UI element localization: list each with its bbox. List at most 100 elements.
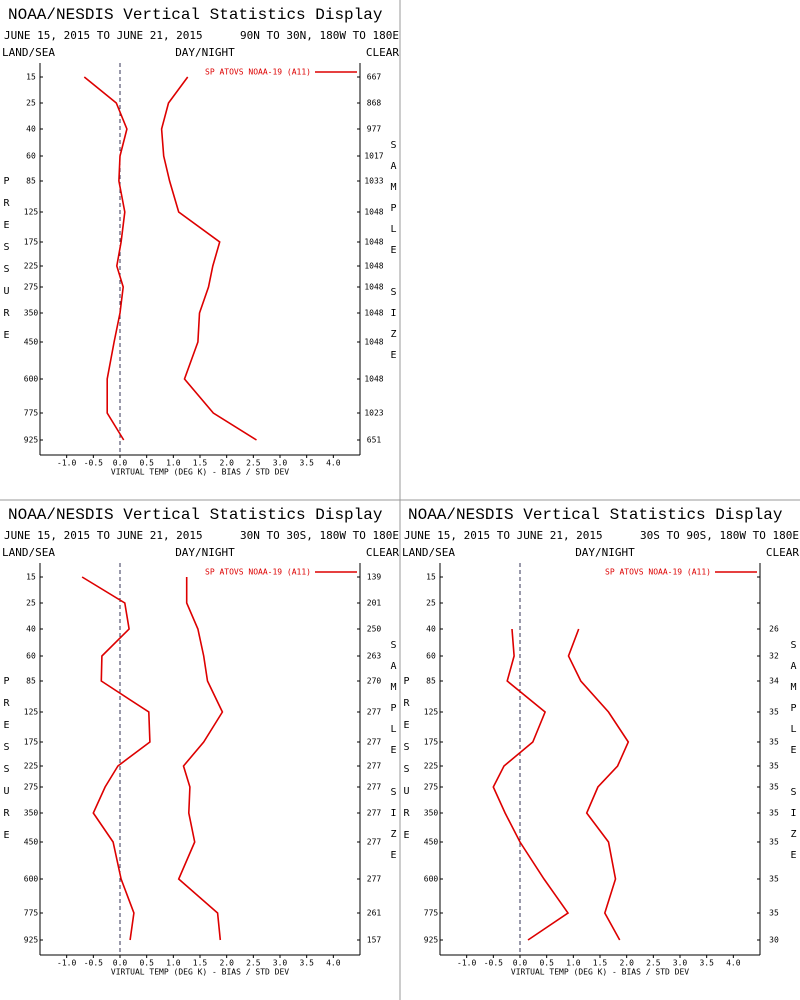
sample-size: 157 (367, 936, 382, 945)
y-tick-label: 350 (424, 809, 439, 818)
data-line (492, 628, 570, 941)
sample-size: 651 (367, 436, 382, 445)
y-tick-label: 775 (24, 409, 39, 418)
x-tick-label: 1.0 (566, 959, 581, 968)
y-tick-label: 175 (424, 738, 439, 747)
y2-axis-label: SAMPLE SIZE (788, 640, 799, 871)
clear: CLEAR (766, 546, 799, 559)
x-tick-label: -0.5 (484, 959, 503, 968)
sample-size: 1048 (364, 238, 383, 247)
y-axis-label: PRESSURE (401, 676, 412, 852)
date-range: JUNE 15, 2015 TO JUNE 21, 2015 (404, 529, 603, 542)
sample-size: 1048 (364, 208, 383, 217)
y-tick-label: 775 (24, 909, 39, 918)
x-tick-label: 3.0 (273, 459, 288, 468)
y-tick-label: 775 (424, 909, 439, 918)
y-tick-label: 450 (24, 838, 39, 847)
y-tick-label: 40 (26, 625, 36, 634)
x-tick-label: 0.5 (139, 459, 154, 468)
x-tick-label: -1.0 (57, 959, 76, 968)
y-tick-label: 925 (24, 936, 39, 945)
y-tick-label: 85 (426, 677, 436, 686)
sample-size: 35 (769, 838, 779, 847)
legend-label: SP ATOVS NOAA-19 (A11) (205, 568, 311, 577)
y-tick-label: 125 (24, 708, 39, 717)
x-tick-label: 0.0 (113, 459, 128, 468)
sample-size: 30 (769, 936, 779, 945)
y-tick-label: 925 (24, 436, 39, 445)
y-axis-label: PRESSURE (1, 676, 12, 852)
x-axis-label: VIRTUAL TEMP (DEG K) - BIAS / STD DEV (111, 968, 289, 977)
x-tick-label: 1.5 (193, 459, 208, 468)
sample-size: 277 (367, 762, 382, 771)
x-tick-label: 0.0 (113, 959, 128, 968)
y-tick-label: 40 (26, 125, 36, 134)
sample-size: 277 (367, 708, 382, 717)
sample-size: 277 (367, 875, 382, 884)
sample-size: 201 (367, 599, 382, 608)
x-axis-label: VIRTUAL TEMP (DEG K) - BIAS / STD DEV (111, 468, 289, 477)
sample-size: 139 (367, 573, 382, 582)
y-tick-label: 600 (24, 875, 39, 884)
sample-size: 277 (367, 738, 382, 747)
sample-size: 35 (769, 783, 779, 792)
day-night: DAY/NIGHT (175, 46, 235, 59)
y-tick-label: 60 (426, 652, 436, 661)
sample-size: 35 (769, 762, 779, 771)
data-line (83, 76, 128, 441)
sample-size: 250 (367, 625, 382, 634)
x-tick-label: 1.0 (166, 459, 181, 468)
y-tick-label: 600 (424, 875, 439, 884)
y-tick-label: 175 (24, 238, 39, 247)
y-tick-label: 125 (424, 708, 439, 717)
x-axis-label: VIRTUAL TEMP (DEG K) - BIAS / STD DEV (511, 968, 689, 977)
y-tick-label: 600 (24, 375, 39, 384)
y-tick-label: 15 (26, 573, 36, 582)
y-tick-label: 15 (26, 73, 36, 82)
chart-title: NOAA/NESDIS Vertical Statistics Display (8, 6, 383, 24)
x-tick-label: 0.5 (539, 959, 554, 968)
sample-size: 26 (769, 625, 779, 634)
sample-size: 868 (367, 99, 382, 108)
sample-size: 261 (367, 909, 382, 918)
clear: CLEAR (366, 46, 399, 59)
land-sea: LAND/SEA (2, 46, 55, 59)
y-tick-label: 275 (424, 783, 439, 792)
sample-size: 35 (769, 708, 779, 717)
sample-size: 277 (367, 809, 382, 818)
day-night: DAY/NIGHT (575, 546, 635, 559)
x-tick-label: 1.0 (166, 959, 181, 968)
y-tick-label: 225 (424, 762, 439, 771)
data-line (81, 576, 151, 941)
y-tick-label: 350 (24, 809, 39, 818)
data-line (567, 628, 630, 941)
sample-size: 35 (769, 909, 779, 918)
chart-title: NOAA/NESDIS Vertical Statistics Display (408, 506, 783, 524)
x-tick-label: 3.0 (273, 959, 288, 968)
x-tick-label: 3.5 (299, 459, 314, 468)
x-tick-label: 2.0 (219, 459, 234, 468)
sample-size: 1048 (364, 375, 383, 384)
y-tick-label: 450 (24, 338, 39, 347)
y-tick-label: 275 (24, 783, 39, 792)
x-tick-label: 2.0 (619, 959, 634, 968)
chart-panel: NOAA/NESDIS Vertical Statistics Display J… (1, 6, 399, 476)
y-tick-label: 225 (24, 262, 39, 271)
x-tick-label: 1.5 (593, 959, 608, 968)
clear: CLEAR (366, 546, 399, 559)
sample-size: 270 (367, 677, 382, 686)
x-tick-label: 2.5 (246, 959, 261, 968)
y-tick-label: 225 (24, 762, 39, 771)
sample-size: 34 (769, 677, 779, 686)
sample-size: 1048 (364, 309, 383, 318)
x-tick-label: -0.5 (84, 959, 103, 968)
sample-size: 32 (769, 652, 779, 661)
legend-label: SP ATOVS NOAA-19 (A11) (605, 568, 711, 577)
sample-size: 1033 (364, 177, 383, 186)
x-tick-label: 0.5 (139, 959, 154, 968)
x-tick-label: 2.0 (219, 959, 234, 968)
chart-panel: NOAA/NESDIS Vertical Statistics Display J… (1, 506, 399, 976)
y-tick-label: 25 (426, 599, 436, 608)
region: 30S TO 90S, 180W TO 180E (640, 529, 799, 542)
x-tick-label: 4.0 (326, 459, 341, 468)
